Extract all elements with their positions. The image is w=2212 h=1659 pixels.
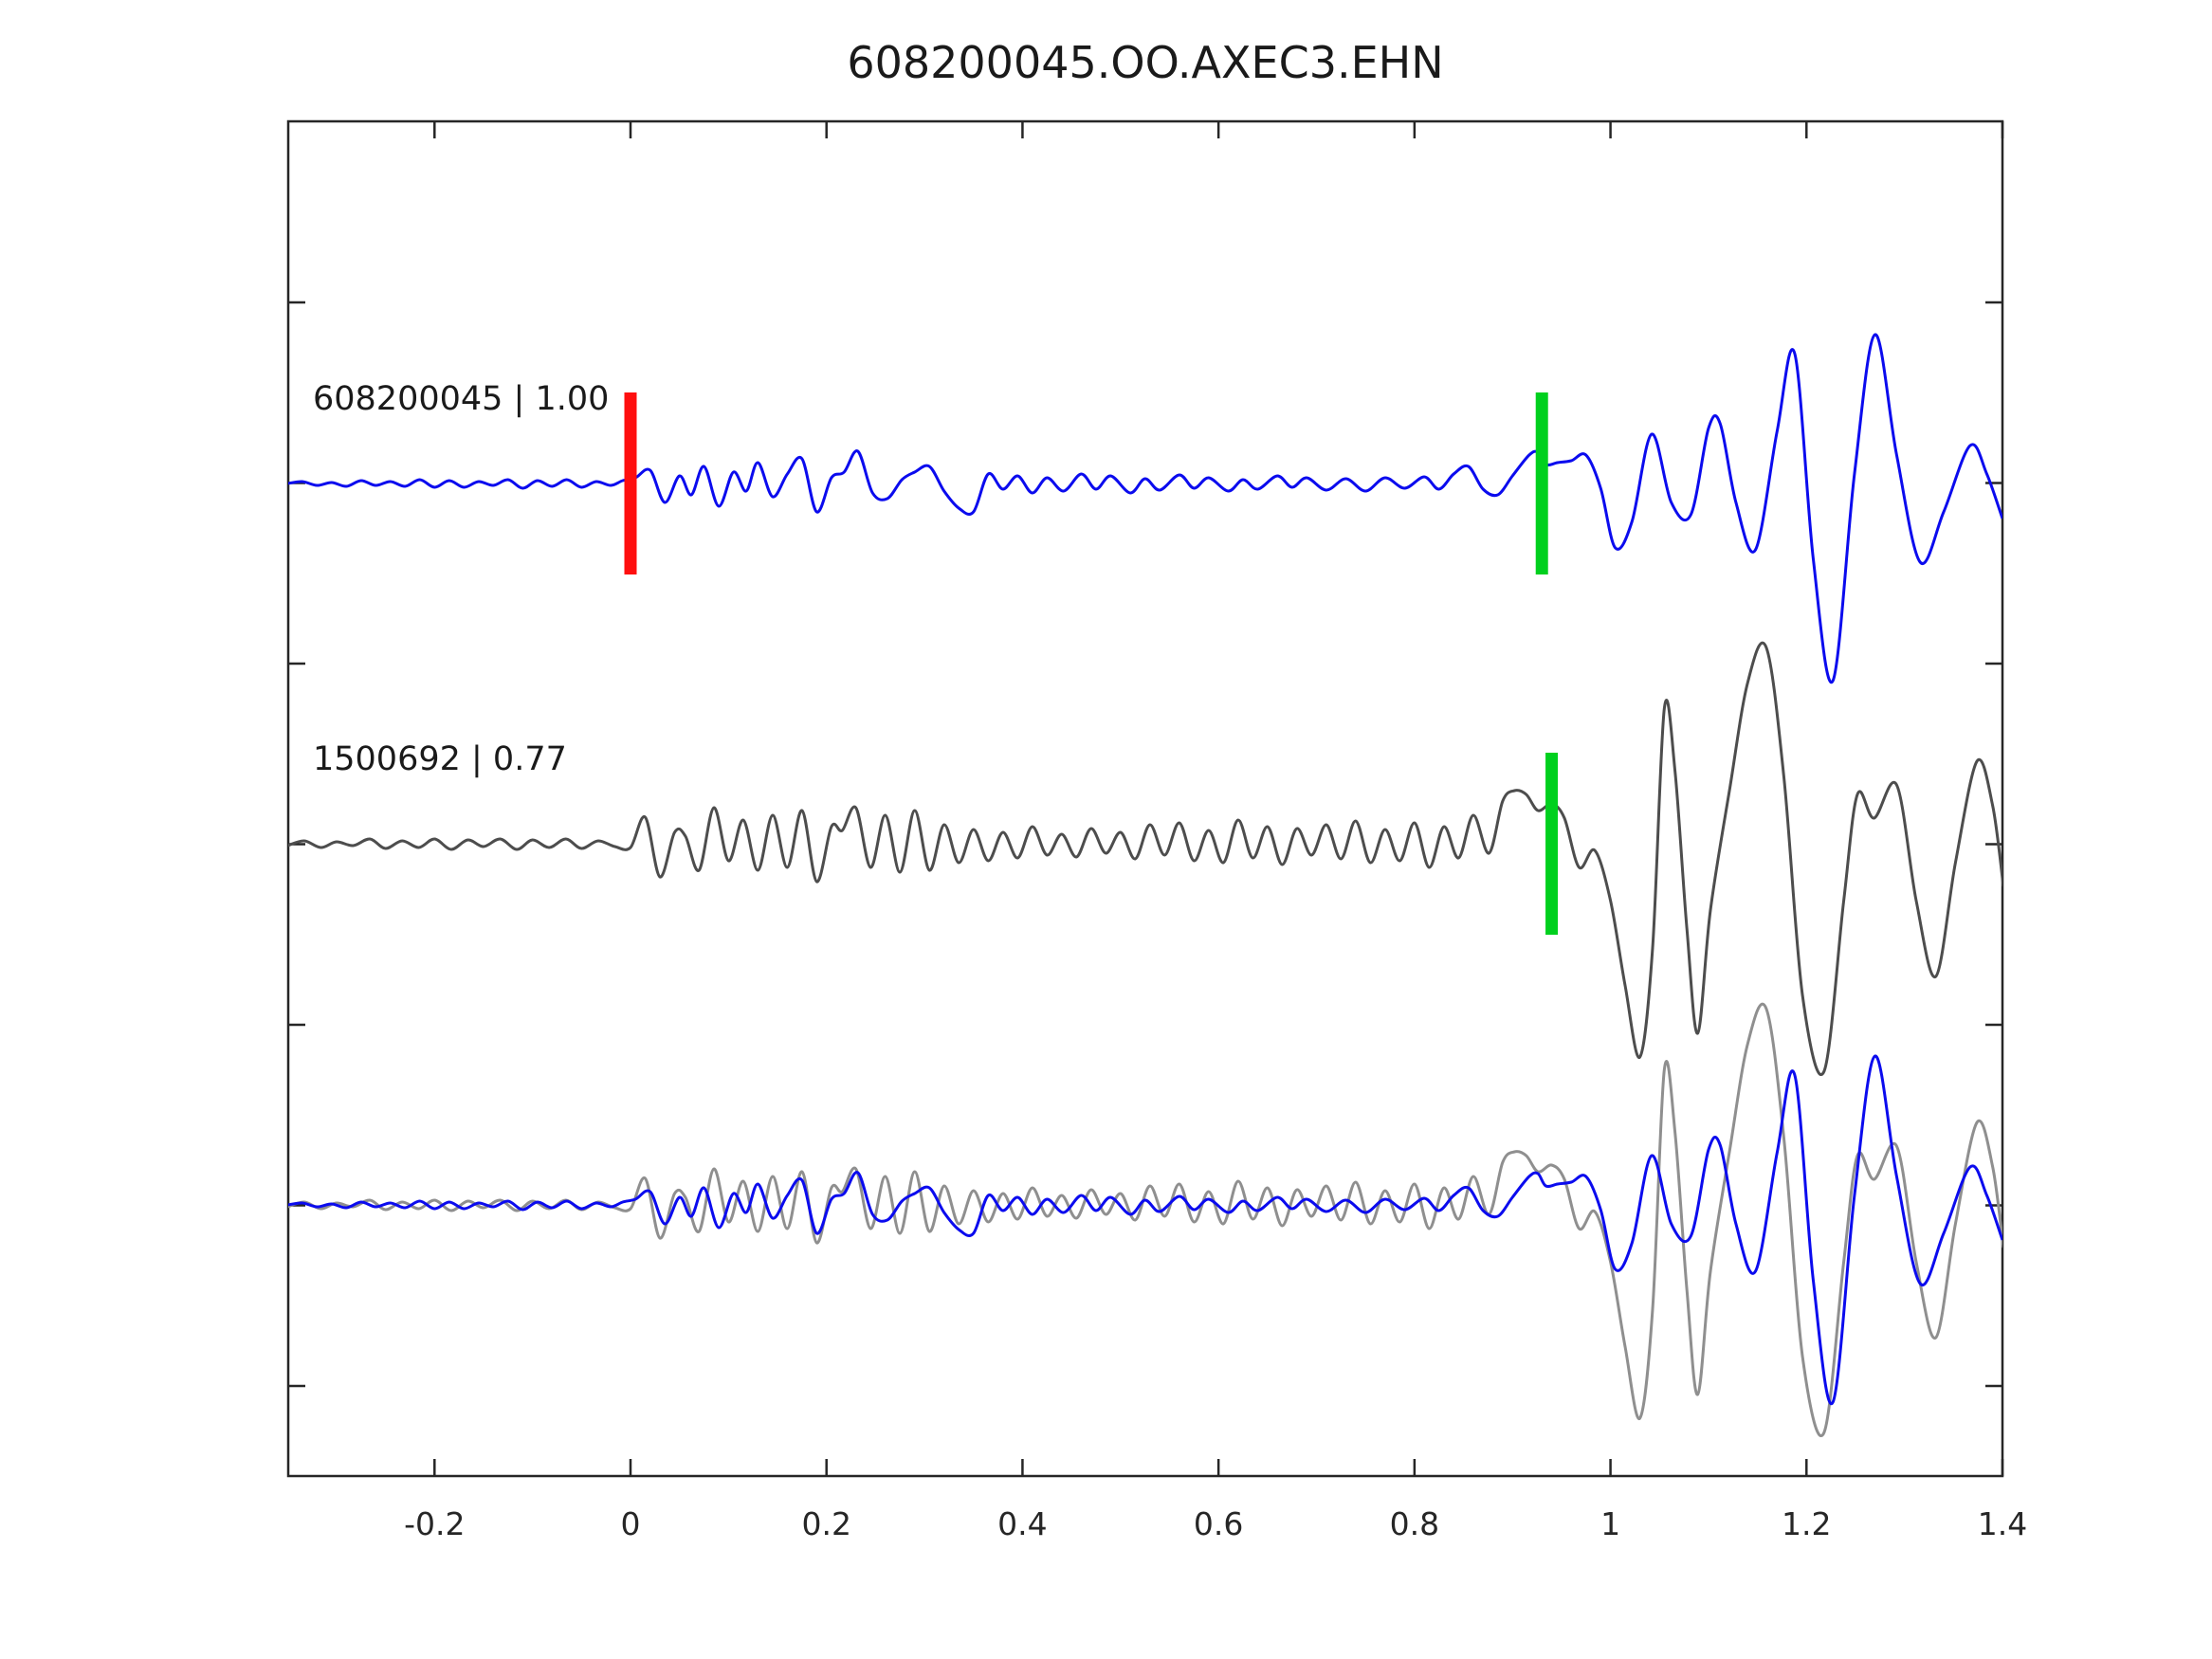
pick-marker-layer [624,392,1559,935]
x-tick-label: 1.4 [1978,1505,2027,1542]
x-tick-label: 0.8 [1390,1505,1439,1542]
trace-layer [288,333,2002,1437]
x-tick-label: 1.2 [1782,1505,1831,1542]
page-title: 608200045.OO.AXEC3.EHN [847,37,1443,88]
axes [286,119,2004,1478]
x-tick-label: 0.4 [997,1505,1047,1542]
x-tick-label: 1 [1600,1505,1620,1542]
reference-pick-marker [624,392,637,574]
x-tick-label: 0 [621,1505,641,1542]
detection-pick-marker [1535,392,1548,574]
detection-pick-marker [1545,753,1559,935]
trace-608200045 [288,333,2002,684]
x-tick-labels: -0.2 0 0.2 0.4 0.6 0.8 1 1.2 1.4 [404,1505,2027,1542]
x-tick-label: 0.2 [801,1505,850,1542]
trace-overlay-608200045 [288,1054,2002,1406]
trace-1500692 [288,641,2002,1076]
x-tick-label: -0.2 [404,1505,465,1542]
trace-label-template: 1500692 | 0.77 [313,740,567,778]
x-tick-label: 0.6 [1194,1505,1243,1542]
plot-border [286,119,2004,1478]
trace-label-layer: 608200045 | 1.00 1500692 | 0.77 [313,380,609,778]
trace-label-reference: 608200045 | 1.00 [313,380,609,418]
trace-overlay-1500692 [288,1002,2002,1437]
